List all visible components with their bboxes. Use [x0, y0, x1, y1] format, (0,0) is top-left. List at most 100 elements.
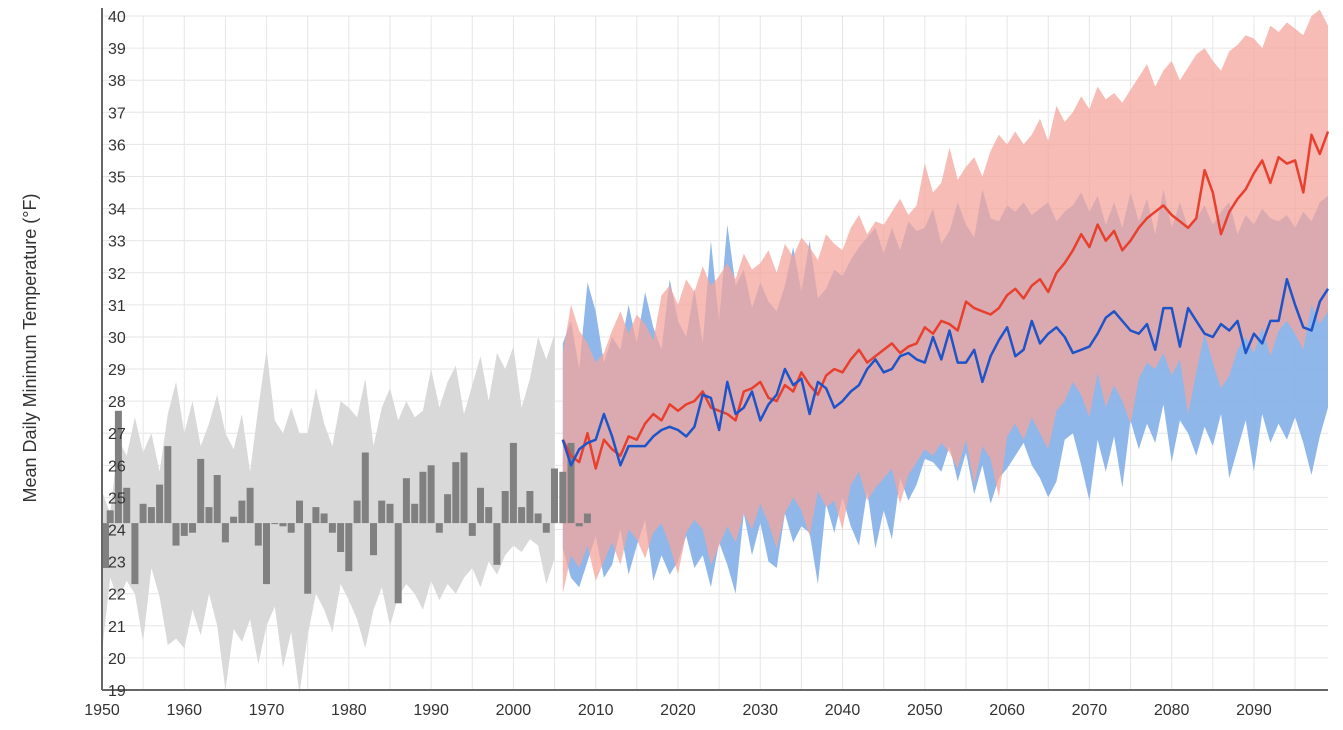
observed-bar-1971 [271, 523, 279, 525]
observed-bar-1969 [254, 523, 262, 546]
y-tick-label-34: 34 [108, 202, 126, 219]
y-tick-label-29: 29 [108, 362, 126, 379]
observed-bar-2005 [551, 468, 558, 524]
y-tick-label-20: 20 [108, 651, 126, 668]
observed-bar-1987 [402, 478, 410, 524]
observed-bar-1977 [320, 513, 328, 524]
y-tick-label-40: 40 [108, 9, 126, 26]
x-tick-label-2050: 2050 [907, 702, 943, 719]
observed-bar-1983 [370, 523, 377, 556]
y-tick-label-22: 22 [108, 587, 126, 604]
observed-bar-1979 [337, 523, 345, 552]
observed-bar-1992 [444, 494, 452, 524]
observed-bar-1951 [106, 510, 114, 524]
axes [101, 8, 1328, 691]
y-tick-label-32: 32 [108, 266, 126, 283]
observed-bar-1950 [102, 523, 109, 568]
x-tick-label-2030: 2030 [742, 702, 778, 719]
x-tick-label-2020: 2020 [660, 702, 696, 719]
y-tick-label-21: 21 [108, 619, 126, 636]
y-tick-label-30: 30 [108, 330, 126, 347]
y-axis-label: Mean Daily Minimum Temperature (°F) [20, 194, 40, 503]
higher-emissions-range-band [562, 9, 1328, 594]
y-tick-label-27: 27 [108, 426, 126, 443]
lower-emissions-median-line [561, 277, 1330, 467]
y-tick-label-35: 35 [108, 169, 126, 186]
observed-bar-1993 [452, 462, 460, 524]
observed-bar-1972 [279, 523, 287, 527]
x-tick-label-2060: 2060 [989, 702, 1025, 719]
x-tick-label-1960: 1960 [166, 702, 202, 719]
observed-bar-1964 [213, 475, 221, 524]
observed-bar-1970 [263, 523, 270, 585]
observed-bar-1968 [246, 487, 254, 524]
y-tick-label-37: 37 [108, 105, 126, 122]
observed-bar-1982 [361, 452, 369, 524]
y-tick-label-25: 25 [108, 490, 126, 507]
x-tick-label-1970: 1970 [249, 702, 285, 719]
higher-emissions-median-line [561, 131, 1330, 470]
y-tick-label-31: 31 [108, 298, 126, 315]
x-tick-label-2080: 2080 [1154, 702, 1190, 719]
y-tick-label-39: 39 [108, 41, 126, 58]
observed-bar-2007 [567, 442, 575, 524]
observed-bar-1974 [296, 500, 303, 524]
observed-bar-1996 [477, 487, 484, 524]
observed-bar-1961 [189, 523, 196, 533]
observed-bar-1965 [221, 523, 229, 543]
observed-bar-1963 [205, 507, 213, 524]
y-tick-label-36: 36 [108, 137, 126, 154]
observed-bar-2000 [509, 442, 517, 524]
observed-bar-2004 [542, 523, 550, 533]
x-tick-label-2070: 2070 [1072, 702, 1108, 719]
tick-labels: 19 20 21 22 23 24 25 26 27 28 29 30 31 32 33 34 35 36 37 38… [84, 9, 1272, 719]
observed-bar-2008 [575, 523, 583, 527]
observed-bar-2002 [526, 491, 534, 524]
x-tick-label-1950: 1950 [84, 702, 120, 719]
observed-bar-1973 [287, 523, 295, 533]
observed-bar-1985 [386, 503, 394, 524]
observed-bar-1952 [114, 410, 122, 524]
x-tick-label-2090: 2090 [1236, 702, 1272, 719]
median-lines [561, 131, 1330, 470]
observed-bar-1994 [460, 452, 468, 524]
x-tick-label-2010: 2010 [578, 702, 614, 719]
x-tick-label-1980: 1980 [331, 702, 367, 719]
y-tick-label-19: 19 [108, 683, 126, 700]
observed-bar-1959 [172, 523, 180, 546]
observed-bar-1962 [197, 458, 205, 524]
observed-bar-1967 [238, 500, 246, 524]
observed-bar-2006 [559, 471, 567, 524]
observed-bar-1975 [304, 523, 312, 594]
observed-bar-1956 [147, 507, 155, 524]
observed-bar-2009 [583, 513, 591, 524]
observed-bar-1991 [435, 523, 443, 533]
range-bands [102, 9, 1328, 694]
y-tick-label-23: 23 [108, 555, 126, 572]
observed-bar-1986 [394, 523, 402, 604]
observed-bar-1984 [378, 500, 386, 524]
observed-bar-1960 [180, 523, 188, 536]
observed-bar-1989 [419, 471, 427, 524]
observed-bar-1976 [312, 507, 320, 524]
x-tick-label-1990: 1990 [413, 702, 449, 719]
observed-bar-1958 [164, 446, 172, 524]
observed-bar-1988 [411, 503, 419, 524]
observed-bar-1997 [485, 507, 493, 524]
observed-bar-1990 [427, 465, 435, 524]
y-tick-label-26: 26 [108, 458, 126, 475]
observed-bar-2003 [534, 513, 542, 524]
observed-bar-1995 [468, 523, 476, 536]
observed-bar-1957 [156, 484, 164, 524]
observed-bar-1980 [345, 523, 353, 572]
observed-bar-1954 [131, 523, 139, 585]
observed-bars [102, 410, 591, 604]
observed-bar-1953 [123, 487, 131, 524]
y-tick-label-28: 28 [108, 394, 126, 411]
observed-bar-1978 [328, 523, 336, 533]
observed-bar-1981 [353, 500, 361, 524]
observed-bar-1966 [230, 516, 238, 524]
observed-bar-1999 [501, 491, 509, 524]
